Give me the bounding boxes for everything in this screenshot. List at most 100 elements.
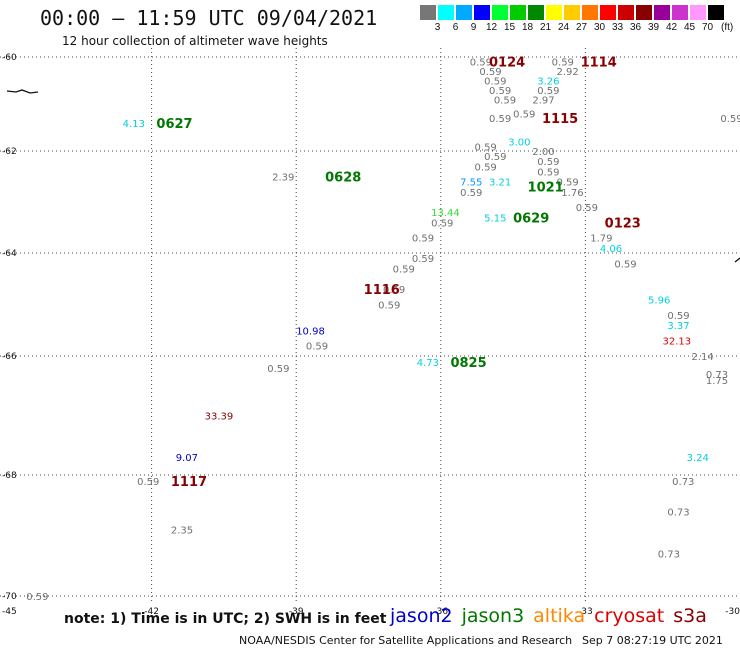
swh-value-label: 10.98: [296, 326, 325, 337]
page-subtitle: 12 hour collection of altimeter wave hei…: [62, 34, 328, 48]
color-scale-swatch: [474, 5, 491, 20]
swh-value-label: 0.73: [667, 507, 689, 518]
legend-entry-jason3: jason3: [461, 605, 525, 627]
legend-entry-s3a: s3a: [673, 605, 707, 627]
swh-value-label: 0.59: [484, 152, 506, 163]
swh-value-label: 0.59: [556, 178, 578, 189]
longitude-tick-label: -42: [144, 607, 159, 617]
color-scale-swatch: [546, 5, 563, 20]
color-scale-swatch: [564, 5, 581, 20]
latitude-tick-label: -70: [2, 592, 17, 602]
coastline-fragment: [6, 89, 39, 94]
longitude-tick-label: -30: [725, 607, 740, 617]
swh-value-label: 0.59: [460, 188, 482, 199]
swh-value-label: 0.59: [475, 142, 497, 153]
pass-time-label: 1117: [171, 475, 207, 490]
generated-timestamp: Sep 7 08:27:19 UTC 2021: [582, 634, 723, 647]
swh-value-label: 32.13: [663, 337, 692, 348]
swh-value-label: 5.15: [484, 213, 506, 224]
color-scale-label: 45: [683, 22, 696, 33]
swh-value-label: 0.59: [537, 86, 559, 97]
pass-time-label: 0123: [605, 216, 641, 231]
swh-value-label: 0.59: [552, 58, 574, 69]
swh-value-label: 2.14: [691, 352, 713, 363]
swh-value-label: 1.79: [590, 234, 612, 245]
color-scale-swatch: [420, 5, 437, 20]
swh-value-label: 4.13: [123, 119, 145, 130]
swh-value-label: 0.59: [378, 301, 400, 312]
swh-value-label: 0.59: [537, 157, 559, 168]
swh-value-label: 4.73: [417, 358, 439, 369]
satellite-legend: jason2 jason3 altika cryosat s3a: [390, 605, 716, 627]
swh-value-label: 0.73: [672, 477, 694, 488]
swh-value-label: 1.75: [706, 376, 728, 387]
color-scale-label: 3: [434, 22, 441, 33]
swh-value-label: 0.59: [576, 203, 598, 214]
footer-note: note: 1) Time is in UTC; 2) SWH is in fe…: [64, 611, 387, 627]
legend-entry-altika: altika: [533, 605, 586, 627]
swh-value-label: 0.73: [706, 370, 728, 381]
swh-value-label: 2.39: [272, 173, 294, 184]
swh-value-label: 2.35: [171, 525, 193, 536]
color-scale-label: 36: [629, 22, 642, 33]
swh-value-label: 0.59: [720, 114, 740, 125]
swh-value-label: 33.39: [205, 412, 234, 423]
color-scale-label: 39: [647, 22, 660, 33]
color-scale-label: 70: [701, 22, 714, 33]
swh-value-label: 0.59: [479, 67, 501, 78]
swh-value-label: 0.59: [383, 285, 405, 296]
swh-value-label: 3.00: [508, 138, 530, 149]
swh-value-label: 7.55: [460, 178, 482, 189]
color-scale-swatch: [636, 5, 653, 20]
color-scale-swatch: [690, 5, 707, 20]
swh-value-label: 13.44: [431, 208, 460, 219]
swh-value-label: 0.59: [494, 95, 516, 106]
swh-value-label: 1.76: [561, 188, 583, 199]
longitude-tick-label: -36: [433, 607, 448, 617]
color-scale-swatch: [582, 5, 599, 20]
swh-value-label: 2.97: [532, 95, 554, 106]
color-scale-swatch: [456, 5, 473, 20]
latitude-tick-label: -62: [2, 147, 17, 157]
color-scale-label: 33: [611, 22, 624, 33]
swh-value-label: 3.37: [667, 321, 689, 332]
color-scale-unit: (ft): [721, 22, 734, 33]
color-scale-swatch: [510, 5, 527, 20]
pass-time-label: 1115: [542, 112, 578, 127]
swh-value-label: 9.07: [176, 453, 198, 464]
color-scale-label: 15: [503, 22, 516, 33]
color-scale-swatch: [438, 5, 455, 20]
swh-value-label: 0.59: [470, 58, 492, 69]
color-scale-label: 9: [470, 22, 477, 33]
pass-time-label: 0628: [325, 171, 361, 186]
coastline-fragment: [734, 257, 740, 263]
swh-value-label: 0.59: [614, 259, 636, 270]
latitude-tick-label: -66: [2, 352, 17, 362]
latitude-tick-label: -64: [2, 249, 17, 259]
swh-value-label: 0.59: [137, 477, 159, 488]
color-scale-swatch: [672, 5, 689, 20]
swh-value-label: 0.59: [431, 218, 453, 229]
color-scale-label: 27: [575, 22, 588, 33]
pass-time-label: 0629: [513, 211, 549, 226]
color-scale-label: 30: [593, 22, 606, 33]
legend-entry-jason2: jason2: [390, 605, 453, 627]
swh-value-label: 0.59: [489, 114, 511, 125]
pass-time-label: 0825: [450, 356, 486, 371]
swh-value-label: 0.59: [667, 311, 689, 322]
latitude-tick-label: -60: [2, 53, 17, 63]
color-scale-swatch: [528, 5, 545, 20]
color-scale-label: 21: [539, 22, 552, 33]
pass-time-label: 0124: [489, 56, 525, 71]
swh-value-label: 0.59: [484, 77, 506, 88]
color-scale-swatch: [654, 5, 671, 20]
color-scale-label: 24: [557, 22, 570, 33]
swh-value-label: 2.92: [556, 67, 578, 78]
color-scale-swatch: [600, 5, 617, 20]
swh-value-label: 2.00: [532, 147, 554, 158]
swh-value-label: 0.73: [658, 550, 680, 561]
longitude-tick-label: -45: [2, 607, 17, 617]
page-title: 00:00 – 11:59 UTC 09/04/2021: [40, 6, 378, 30]
